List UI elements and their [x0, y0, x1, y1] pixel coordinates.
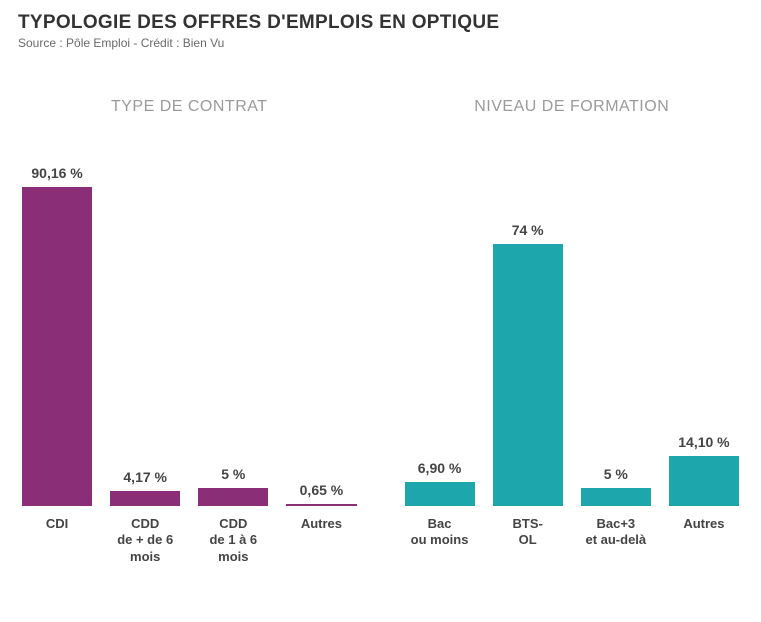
- x-axis-label: CDI: [22, 516, 92, 565]
- chart-x-labels: CDI CDDde + de 6mois CDDde 1 à 6mois Autres: [18, 516, 361, 565]
- bar-value-label: 0,65 %: [300, 482, 344, 498]
- bar-value-label: 5 %: [221, 466, 245, 482]
- bar-value-label: 5 %: [604, 466, 628, 482]
- bar: [198, 488, 268, 506]
- x-axis-label: CDDde 1 à 6mois: [198, 516, 268, 565]
- x-axis-label: Bacou moins: [405, 516, 475, 549]
- bar: [110, 491, 180, 506]
- bar-column: 5 %: [198, 466, 268, 506]
- x-axis-label: Bac+3et au-delà: [581, 516, 651, 549]
- bar: [405, 482, 475, 506]
- chart-title: NIVEAU DE FORMATION: [401, 98, 744, 116]
- bar: [286, 504, 356, 506]
- x-axis-label: Autres: [286, 516, 356, 565]
- x-axis-label: BTS-OL: [493, 516, 563, 549]
- bar-column: 14,10 %: [669, 434, 739, 506]
- chart-education-level: NIVEAU DE FORMATION 6,90 % 74 % 5 % 14,10 %…: [401, 98, 744, 565]
- chart-title: TYPE DE CONTRAT: [18, 98, 361, 116]
- bar-value-label: 4,17 %: [123, 469, 167, 485]
- bar-column: 90,16 %: [22, 165, 92, 506]
- bar: [581, 488, 651, 506]
- x-axis-label: Autres: [669, 516, 739, 549]
- bar: [493, 244, 563, 506]
- bar-column: 74 %: [493, 222, 563, 506]
- bar: [22, 187, 92, 506]
- chart-plot: 6,90 % 74 % 5 % 14,10 %: [401, 128, 744, 506]
- bar-column: 0,65 %: [286, 482, 356, 506]
- bar-value-label: 74 %: [512, 222, 544, 238]
- source-line: Source : Pôle Emploi - Crédit : Bien Vu: [18, 36, 743, 50]
- page-title: TYPOLOGIE DES OFFRES D'EMPLOIS EN OPTIQU…: [18, 12, 743, 34]
- x-axis-label: CDDde + de 6mois: [110, 516, 180, 565]
- bar-column: 4,17 %: [110, 469, 180, 506]
- charts-container: TYPE DE CONTRAT 90,16 % 4,17 % 5 % 0,65 % C…: [18, 98, 743, 565]
- chart-x-labels: Bacou moins BTS-OL Bac+3et au-delà Autres: [401, 516, 744, 549]
- bar-value-label: 6,90 %: [418, 460, 462, 476]
- bar-column: 5 %: [581, 466, 651, 506]
- chart-contract-type: TYPE DE CONTRAT 90,16 % 4,17 % 5 % 0,65 % C…: [18, 98, 361, 565]
- bar-value-label: 90,16 %: [31, 165, 82, 181]
- bar: [669, 456, 739, 506]
- bar-value-label: 14,10 %: [678, 434, 729, 450]
- bar-column: 6,90 %: [405, 460, 475, 506]
- chart-plot: 90,16 % 4,17 % 5 % 0,65 %: [18, 128, 361, 506]
